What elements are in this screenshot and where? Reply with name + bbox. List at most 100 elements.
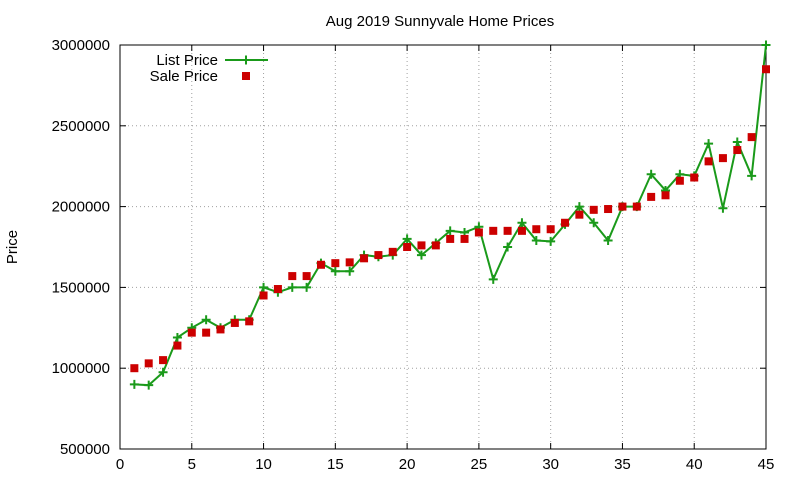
sale-price-point <box>302 272 311 281</box>
y-tick-label: 1500000 <box>52 279 110 296</box>
legend-item: List Price <box>156 52 268 69</box>
sale-price-point <box>489 226 498 235</box>
plot-frame <box>119 44 767 450</box>
list-price-point <box>503 242 513 252</box>
x-tick-label: 10 <box>255 456 272 473</box>
sale-price-point <box>388 247 397 256</box>
list-price-point <box>574 202 584 212</box>
list-price-point <box>488 274 498 284</box>
list-price-point <box>718 203 728 213</box>
y-tick-label: 2000000 <box>52 199 110 216</box>
list-price-point <box>259 282 269 292</box>
sale-price-point <box>288 272 297 281</box>
chart-title: Aug 2019 Sunnyvale Home Prices <box>326 13 554 30</box>
list-price-point <box>646 169 656 179</box>
x-tick-label: 5 <box>188 456 196 473</box>
list-price-point <box>732 137 742 147</box>
x-tick-label: 15 <box>327 456 344 473</box>
sale-price-point <box>130 364 139 373</box>
sale-price-point <box>575 210 584 219</box>
sale-price-series <box>130 65 770 373</box>
sale-price-point <box>675 176 684 185</box>
sale-price-point <box>345 258 354 267</box>
y-axis-label: Price <box>4 230 21 264</box>
list-price-point <box>603 236 613 246</box>
sale-price-point <box>604 205 613 214</box>
x-tick-label: 0 <box>116 456 124 473</box>
sale-price-point <box>733 146 742 155</box>
list-price-point <box>761 40 771 50</box>
axis-ticks: 0 5 10 15 20 25 30 35 40 45 500000 1000000 1500000 20… <box>52 37 775 473</box>
sale-price-point <box>431 241 440 250</box>
sale-price-point <box>517 226 526 235</box>
data-series <box>129 40 771 390</box>
sale-price-point <box>259 291 268 300</box>
sale-price-point <box>446 234 455 243</box>
sale-price-point <box>187 328 196 337</box>
list-price-point <box>531 236 541 246</box>
list-price-point <box>416 250 426 260</box>
sale-price-point <box>704 157 713 166</box>
grid-lines <box>120 45 766 449</box>
list-price-point <box>287 282 297 292</box>
sale-price-point <box>216 325 225 334</box>
list-price-point <box>201 315 211 325</box>
sale-price-point <box>718 154 727 163</box>
x-tick-label: 25 <box>471 456 488 473</box>
sale-price-point <box>417 241 426 250</box>
legend-item: Sale Price <box>150 68 250 85</box>
legend-square-marker <box>242 72 250 80</box>
sale-price-point <box>618 202 627 211</box>
sale-price-point <box>273 285 282 294</box>
y-tick-label: 1000000 <box>52 360 110 377</box>
sale-price-point <box>532 225 541 234</box>
list-price-point <box>144 380 154 390</box>
x-tick-label: 30 <box>542 456 559 473</box>
list-price-point <box>704 139 714 149</box>
sale-price-point <box>316 260 325 269</box>
sale-price-point <box>546 225 555 234</box>
list-price-line <box>134 44 767 387</box>
x-tick-label: 35 <box>614 456 631 473</box>
sale-price-point <box>144 359 153 368</box>
list-price-point <box>330 266 340 276</box>
sale-price-point <box>647 192 656 201</box>
sale-price-point <box>561 218 570 227</box>
x-tick-label: 40 <box>686 456 703 473</box>
list-price-point <box>747 171 757 181</box>
sale-price-point <box>159 356 168 365</box>
legend-label: Sale Price <box>150 68 218 85</box>
sale-price-point <box>202 328 211 337</box>
list-price-point <box>517 218 527 228</box>
list-price-series <box>129 40 771 390</box>
sale-price-point <box>230 318 239 327</box>
list-price-point <box>589 218 599 228</box>
sale-price-point <box>589 205 598 214</box>
sale-price-point <box>173 341 182 350</box>
sale-price-point <box>360 254 369 263</box>
x-tick-label: 45 <box>758 456 775 473</box>
legend-label: List Price <box>156 52 218 69</box>
list-price-point <box>302 282 312 292</box>
list-price-point <box>445 226 455 236</box>
sale-price-point <box>331 259 340 268</box>
sale-price-point <box>403 243 412 251</box>
sale-price-point <box>245 317 254 326</box>
y-tick-label: 500000 <box>60 441 110 458</box>
y-tick-label: 3000000 <box>52 37 110 54</box>
sale-price-point <box>374 251 383 260</box>
y-tick-label: 2500000 <box>52 118 110 135</box>
sale-price-point <box>460 234 469 243</box>
sale-price-point <box>503 226 512 235</box>
legend-plus-marker <box>241 55 251 65</box>
sale-price-point <box>474 228 483 237</box>
list-price-point <box>402 234 412 244</box>
x-tick-label: 20 <box>399 456 416 473</box>
sale-price-point <box>762 65 770 74</box>
sale-price-point <box>661 191 670 200</box>
list-price-point <box>172 332 182 342</box>
sale-price-point <box>632 202 641 211</box>
list-price-point <box>129 379 139 389</box>
